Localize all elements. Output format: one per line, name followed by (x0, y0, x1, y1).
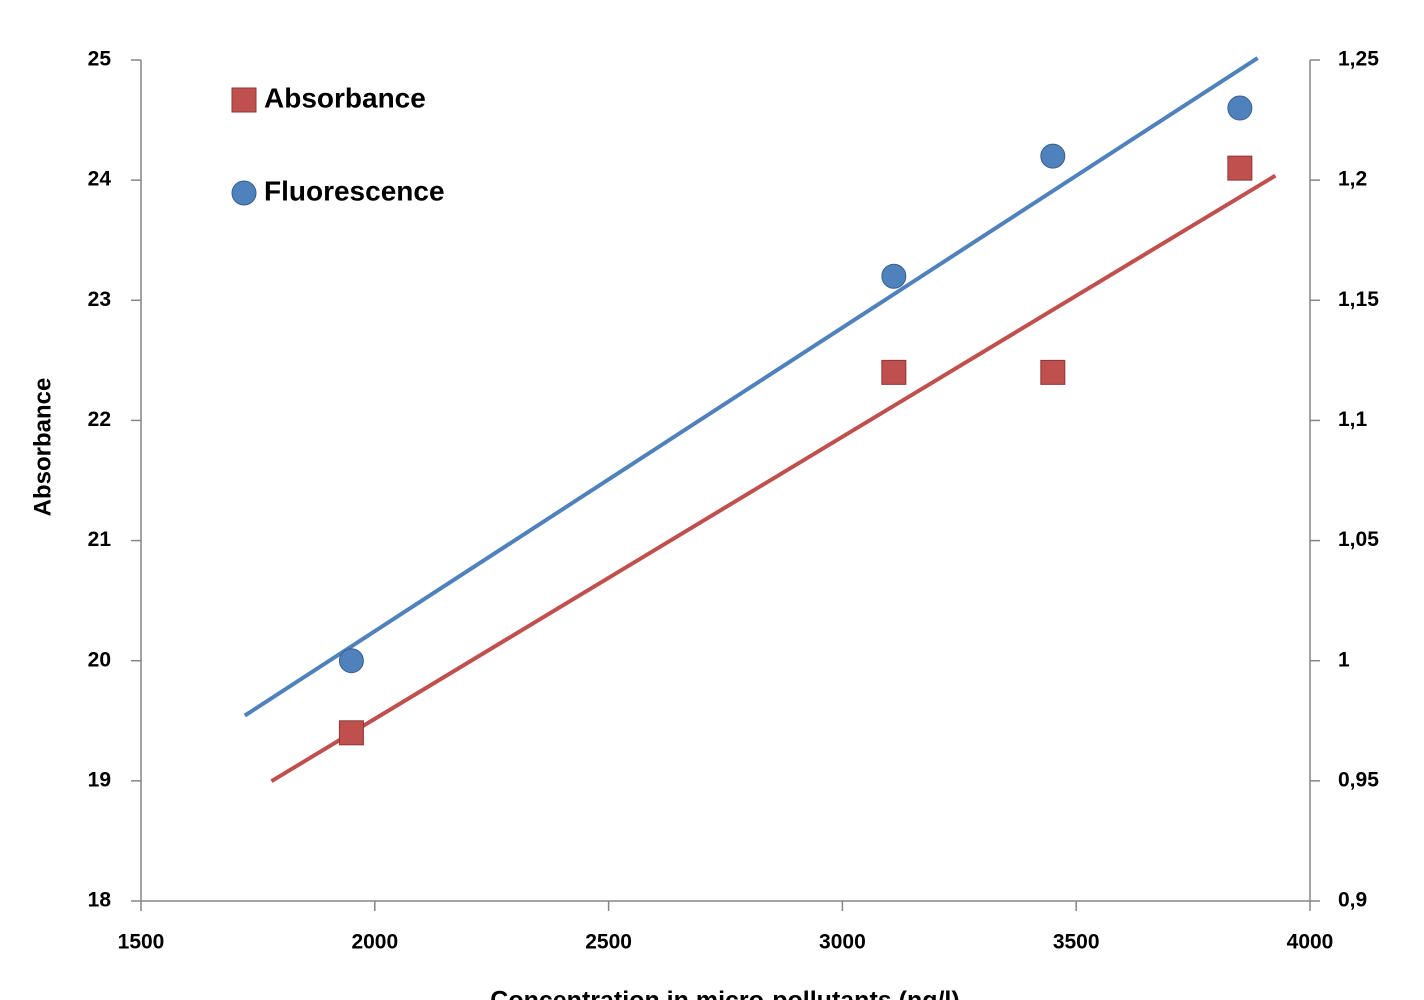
y-tick-label: 21 (88, 528, 112, 551)
legend-label: Fluorescence (264, 175, 445, 206)
x-tick-label: 3000 (819, 931, 866, 954)
point (881, 359, 907, 385)
y2-tick-label: 1,2 (1338, 168, 1367, 191)
y2-tick-label: 1,1 (1338, 408, 1368, 431)
y2-tick-label: 1 (1338, 648, 1350, 671)
y-tick-label: 19 (88, 768, 111, 791)
y-tick-label: 20 (88, 648, 111, 671)
legend-marker (231, 87, 257, 113)
y2-tick-label: 1,25 (1338, 48, 1379, 71)
point (1040, 359, 1066, 385)
x-tick-label: 3500 (1053, 931, 1100, 954)
y-tick-label: 23 (88, 288, 111, 311)
y-tick-label: 24 (88, 168, 112, 191)
legend-label: Absorbance (264, 82, 426, 113)
point (1040, 143, 1066, 169)
y-tick-label: 25 (88, 48, 112, 71)
y-tick-label: 18 (88, 889, 112, 912)
point (338, 720, 364, 746)
x-axis-title: Concentration in micro-pollutants (ng/l) (490, 987, 959, 1000)
legend-marker (231, 180, 257, 206)
x-tick-label: 2000 (351, 931, 398, 954)
y2-tick-label: 1,15 (1338, 288, 1379, 311)
point (338, 648, 364, 674)
point (1227, 155, 1253, 181)
y-axis-title: Absorbance (29, 378, 56, 517)
y2-tick-label: 1,05 (1338, 528, 1379, 551)
y2-tick-label: 0,9 (1338, 889, 1367, 912)
x-tick-label: 1500 (118, 931, 165, 954)
point (881, 263, 907, 289)
x-tick-label: 4000 (1287, 931, 1334, 954)
point (1227, 95, 1253, 121)
y-tick-label: 22 (88, 408, 111, 431)
trendline (270, 173, 1277, 783)
trendline (243, 56, 1259, 718)
y2-tick-label: 0,95 (1338, 768, 1379, 791)
x-tick-label: 2500 (585, 931, 632, 954)
